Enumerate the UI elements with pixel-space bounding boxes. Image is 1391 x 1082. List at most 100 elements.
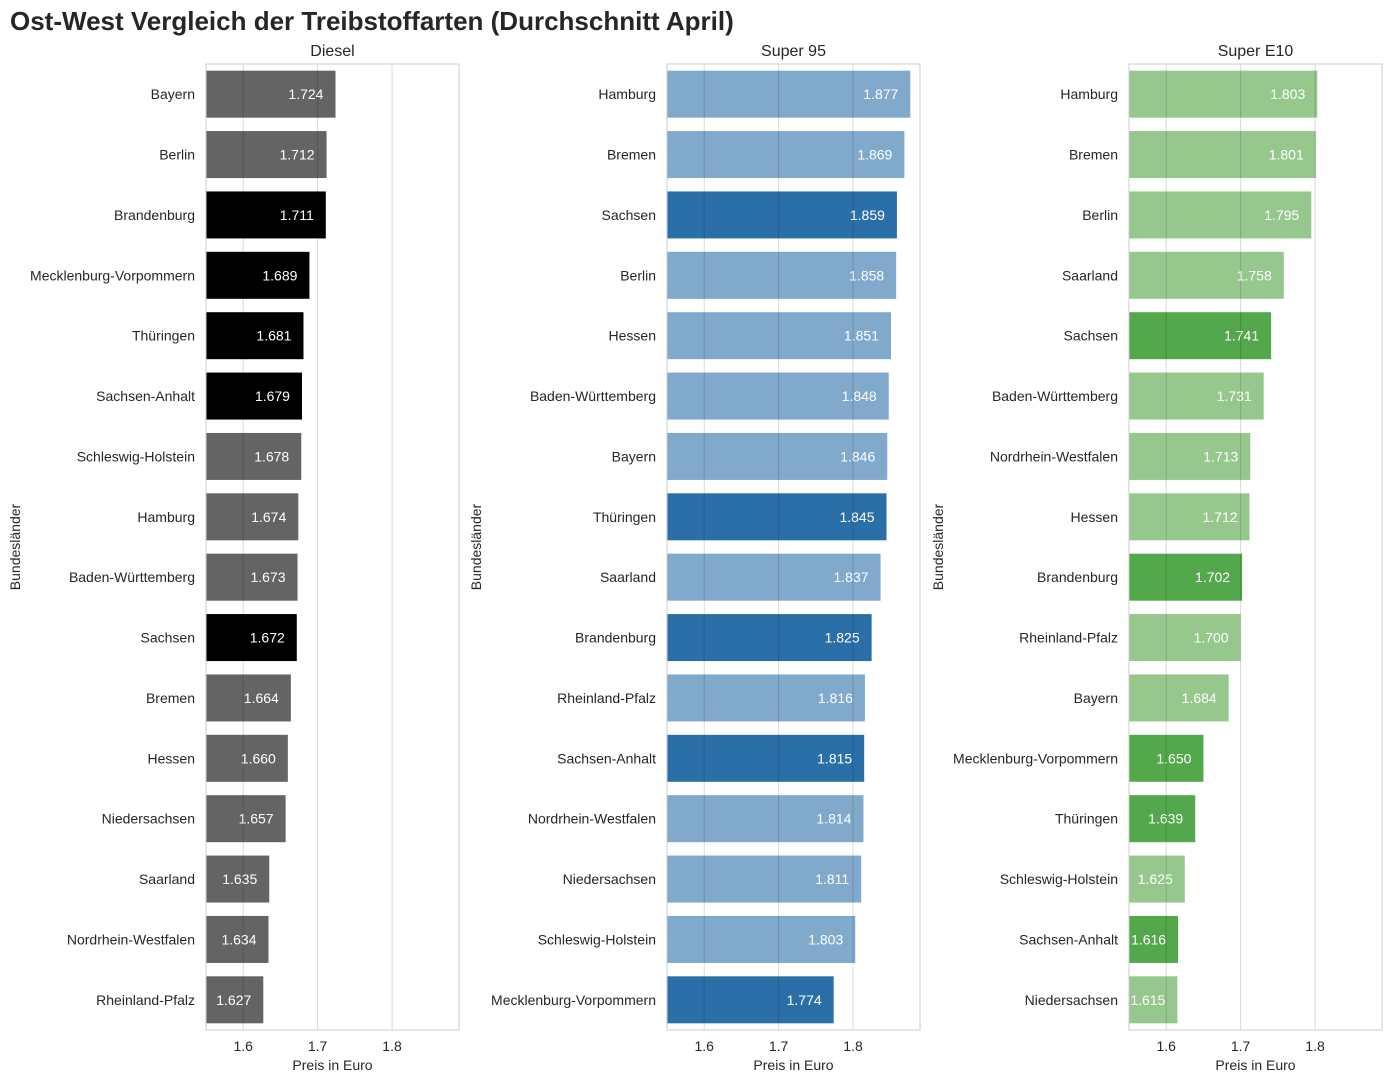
bar-value-label: 1.846: [840, 448, 875, 464]
category-label: Mecklenburg-Vorpommern: [30, 267, 195, 283]
plot-frame: [666, 63, 921, 1031]
bar: [1129, 915, 1179, 963]
category-label: Bayern: [1074, 690, 1118, 706]
bar: [667, 131, 905, 179]
category-label: Nordrhein-Westfalen: [990, 448, 1118, 464]
bar-value-label: 1.803: [808, 931, 843, 947]
category-label: Hamburg: [1060, 86, 1118, 102]
y-axis-label: Bundesländer: [930, 503, 946, 590]
bar: [206, 795, 286, 843]
bar-value-label: 1.877: [863, 86, 898, 102]
category-label: Nordrhein-Westfalen: [528, 811, 656, 827]
x-tick-label: 1.7: [308, 1038, 328, 1054]
bar: [1129, 855, 1185, 903]
bar-value-label: 1.713: [1203, 448, 1238, 464]
bar-value-label: 1.639: [1148, 811, 1183, 827]
bar: [1129, 795, 1196, 843]
bar-value-label: 1.627: [216, 992, 251, 1008]
bar: [1129, 614, 1241, 662]
bar: [667, 251, 897, 299]
x-tick-label: 1.6: [694, 1038, 714, 1054]
bar: [206, 674, 291, 722]
category-label: Saarland: [600, 569, 656, 585]
bar: [1129, 70, 1318, 118]
category-label: Sachsen: [141, 630, 195, 646]
category-label: Sachsen-Anhalt: [1019, 931, 1118, 947]
category-label: Sachsen: [1064, 328, 1118, 344]
bar-value-label: 1.859: [850, 207, 885, 223]
panels: 1.724Bayern1.712Berlin1.711Brandenburg1.…: [7, 43, 1383, 1073]
bar-value-label: 1.684: [1182, 690, 1217, 706]
category-label: Saarland: [139, 871, 195, 887]
bar-value-label: 1.858: [849, 267, 884, 283]
x-tick-label: 1.7: [1231, 1038, 1251, 1054]
category-label: Bremen: [607, 147, 656, 163]
bar-value-label: 1.825: [825, 630, 860, 646]
bar: [667, 855, 862, 903]
panel-title: Diesel: [310, 43, 354, 60]
category-label: Brandenburg: [575, 630, 656, 646]
bar-value-label: 1.664: [244, 690, 279, 706]
category-label: Hamburg: [137, 509, 195, 525]
bar: [206, 251, 310, 299]
x-axis-label: Preis in Euro: [753, 1057, 833, 1073]
bar: [667, 70, 911, 118]
panel-title: Super E10: [1218, 43, 1294, 60]
bar: [1129, 372, 1264, 420]
bar: [1129, 131, 1316, 179]
bar: [1129, 432, 1251, 480]
category-label: Rheinland-Pfalz: [1019, 630, 1118, 646]
category-label: Sachsen-Anhalt: [96, 388, 195, 404]
bar-value-label: 1.815: [817, 750, 852, 766]
x-tick-label: 1.8: [1305, 1038, 1325, 1054]
bar-value-label: 1.712: [1203, 509, 1238, 525]
category-label: Schleswig-Holstein: [77, 448, 195, 464]
bar-value-label: 1.795: [1264, 207, 1299, 223]
bar-value-label: 1.845: [839, 509, 874, 525]
bar-value-label: 1.837: [834, 569, 869, 585]
bar: [206, 614, 297, 662]
bar-value-label: 1.724: [288, 86, 323, 102]
y-axis-label: Bundesländer: [7, 503, 23, 590]
bar: [667, 191, 897, 239]
category-label: Bayern: [151, 86, 195, 102]
category-label: Berlin: [1082, 207, 1118, 223]
category-label: Berlin: [159, 147, 195, 163]
category-label: Rheinland-Pfalz: [96, 992, 195, 1008]
panel-2: 1.803 Hamburg 1.801 Bremen 1.795 Berlin 1.758 S…: [930, 43, 1383, 1073]
bar: [667, 734, 865, 782]
category-label: Schleswig-Holstein: [538, 931, 656, 947]
bar-value-label: 1.851: [844, 328, 879, 344]
category-label: Rheinland-Pfalz: [557, 690, 656, 706]
y-axis-label: Bundesländer: [468, 503, 484, 590]
panel-title: Super 95: [761, 43, 826, 60]
x-tick-label: 1.8: [382, 1038, 402, 1054]
bar: [206, 191, 326, 239]
bar-value-label: 1.848: [842, 388, 877, 404]
bar-value-label: 1.814: [816, 811, 851, 827]
category-label: Baden-Württemberg: [992, 388, 1118, 404]
bar-value-label: 1.700: [1194, 630, 1229, 646]
bar: [667, 493, 887, 541]
plot-frame: [205, 63, 460, 1031]
bar-value-label: 1.657: [239, 811, 274, 827]
bar: [1129, 251, 1284, 299]
bar: [667, 614, 872, 662]
bar-value-label: 1.689: [262, 267, 297, 283]
category-label: Bayern: [612, 448, 656, 464]
bar: [667, 372, 889, 420]
category-label: Mecklenburg-Vorpommern: [491, 992, 656, 1008]
bar-value-label: 1.774: [787, 992, 822, 1008]
bar-value-label: 1.635: [222, 871, 257, 887]
bar-value-label: 1.678: [254, 448, 289, 464]
bar: [667, 795, 864, 843]
bar: [667, 432, 888, 480]
category-label: Schleswig-Holstein: [1000, 871, 1118, 887]
bar-value-label: 1.674: [251, 509, 286, 525]
category-label: Bremen: [1069, 147, 1118, 163]
bar-value-label: 1.702: [1195, 569, 1230, 585]
panel-1: 1.877 Hamburg 1.869 Bremen 1.859 Sachsen 1.858…: [468, 43, 921, 1073]
bar-value-label: 1.803: [1270, 86, 1305, 102]
bar: [667, 312, 891, 360]
